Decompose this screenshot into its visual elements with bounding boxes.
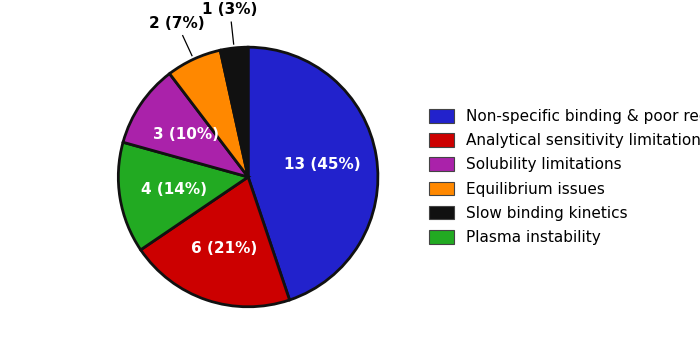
Text: 2 (7%): 2 (7%)	[149, 16, 205, 31]
Wedge shape	[118, 142, 248, 250]
Text: 3 (10%): 3 (10%)	[153, 127, 219, 142]
Wedge shape	[141, 177, 290, 307]
Wedge shape	[220, 47, 248, 177]
Wedge shape	[169, 50, 248, 177]
Text: 13 (45%): 13 (45%)	[284, 157, 360, 172]
Text: 4 (14%): 4 (14%)	[141, 182, 206, 197]
Legend: Non-specific binding & poor recovery, Analytical sensitivity limitations, Solubi: Non-specific binding & poor recovery, An…	[424, 104, 700, 250]
Text: 1 (3%): 1 (3%)	[202, 2, 258, 17]
Wedge shape	[248, 47, 378, 300]
Wedge shape	[123, 74, 248, 177]
Text: 6 (21%): 6 (21%)	[191, 241, 257, 256]
